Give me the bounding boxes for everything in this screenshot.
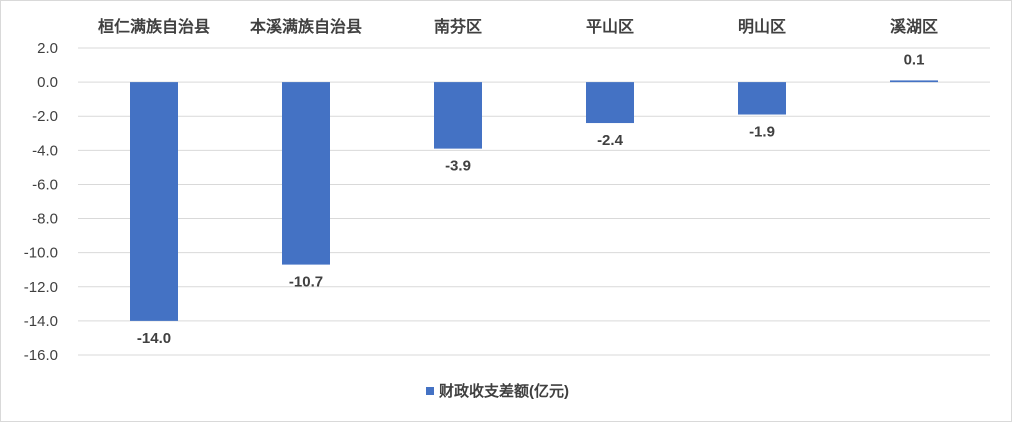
category-label: 本溪满族自治县 bbox=[250, 17, 362, 36]
category-label: 明山区 bbox=[738, 18, 786, 36]
y-axis: 2.0 0.0 -2.0 -4.0 -6.0 -8.0 -10.0 -12.0 -14.0 -16… bbox=[24, 40, 58, 364]
data-label: 0.1 bbox=[904, 51, 925, 68]
bar bbox=[738, 82, 786, 115]
data-label: -1.9 bbox=[749, 124, 775, 141]
y-tick-label: -12.0 bbox=[24, 279, 58, 296]
bar bbox=[586, 82, 634, 124]
category-label: 溪湖区 bbox=[890, 17, 938, 36]
gridlines bbox=[78, 47, 990, 356]
y-tick-label: -10.0 bbox=[24, 245, 58, 262]
category-label: 平山区 bbox=[586, 18, 634, 36]
y-tick-label: -6.0 bbox=[32, 176, 58, 193]
category-axis: 桓仁满族自治县 本溪满族自治县 南芬区 平山区 明山区 溪湖区 bbox=[98, 17, 938, 36]
bar bbox=[282, 82, 330, 265]
y-tick-label: -16.0 bbox=[24, 347, 58, 364]
bars bbox=[130, 80, 938, 321]
data-label: -14.0 bbox=[137, 330, 171, 347]
y-tick-label: -2.0 bbox=[32, 108, 58, 125]
y-tick-label: -14.0 bbox=[24, 313, 58, 330]
bar bbox=[434, 82, 482, 149]
category-label: 南芬区 bbox=[434, 17, 482, 36]
category-label: 桓仁满族自治县 bbox=[98, 17, 210, 36]
y-tick-label: -4.0 bbox=[32, 142, 58, 159]
data-label: -10.7 bbox=[289, 274, 323, 291]
data-label: -3.9 bbox=[445, 158, 471, 175]
bar bbox=[890, 80, 938, 83]
legend-label: 财政收支差额(亿元) bbox=[439, 382, 569, 400]
data-label: -2.4 bbox=[597, 132, 624, 149]
bar bbox=[130, 82, 178, 321]
legend: 财政收支差额(亿元) bbox=[426, 382, 569, 400]
data-labels: -14.0 -10.7 -3.9 -2.4 -1.9 0.1 bbox=[137, 51, 925, 346]
legend-swatch bbox=[426, 387, 434, 395]
y-tick-label: 2.0 bbox=[37, 40, 58, 57]
y-tick-label: 0.0 bbox=[37, 74, 58, 91]
y-tick-label: -8.0 bbox=[32, 211, 58, 228]
